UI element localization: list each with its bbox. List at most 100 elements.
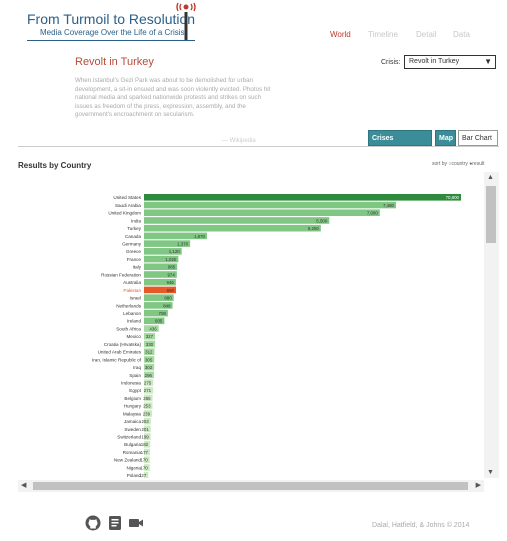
bar-france[interactable] (144, 255, 179, 263)
bar-ireland[interactable] (144, 317, 165, 325)
category-label: United Kingdom (108, 211, 141, 216)
bar-indonesia[interactable] (144, 379, 154, 386)
category-label: Turkey (127, 226, 142, 231)
category-label: Hungary (124, 404, 142, 409)
bar-lebanon[interactable] (144, 309, 168, 317)
bar-chart-button[interactable]: Bar Chart (458, 130, 498, 146)
bar-united-states[interactable] (144, 194, 461, 201)
bar-croatia-hrvatska-[interactable] (144, 340, 156, 348)
bar-romania[interactable] (144, 448, 150, 456)
bar-egypt[interactable] (144, 387, 154, 394)
bar-russian-federation[interactable] (144, 271, 177, 278)
category-label: Saudi Arabia (115, 203, 141, 208)
bar-iran-islamic-republic-of[interactable] (144, 356, 155, 363)
value-label: 302 (145, 365, 153, 370)
category-label: Sweden (124, 427, 141, 432)
category-label: Poland (127, 473, 142, 478)
crisis-selector-label: Crisis: (381, 59, 401, 66)
category-label: Russian Federation (101, 272, 141, 277)
value-label: 5,500 (316, 218, 328, 223)
value-label: 170 (140, 458, 148, 463)
category-label: Israel (130, 296, 141, 301)
crises-compared-button[interactable]: Crises Compared (368, 130, 432, 158)
value-label: 848 (163, 303, 171, 308)
video-camera-icon[interactable] (128, 515, 144, 531)
nav-world[interactable]: World (330, 30, 351, 39)
bar-italy[interactable] (144, 263, 178, 271)
value-label: 880 (164, 296, 172, 301)
bar-united-kingdom[interactable] (144, 209, 380, 217)
category-label: Malaysia (123, 411, 142, 416)
nav-detail[interactable]: Detail (416, 30, 437, 39)
scroll-down-icon[interactable]: ▼ (487, 469, 494, 476)
value-label: 327 (146, 334, 154, 339)
map-button[interactable]: Map (435, 130, 456, 146)
bar-nigeria[interactable] (144, 464, 150, 471)
bar-netherlands[interactable] (144, 302, 173, 309)
category-label: Australia (123, 280, 141, 285)
bar-israel[interactable] (144, 294, 174, 301)
hscroll-thumb[interactable] (33, 482, 468, 490)
broadcast-logo-icon (176, 2, 196, 40)
bar-greece[interactable] (144, 248, 182, 255)
category-label: Romania (123, 450, 142, 455)
bar-turkey[interactable] (144, 224, 321, 232)
crisis-select-value: Revolt in Turkey (409, 58, 460, 65)
github-icon[interactable] (85, 515, 101, 531)
category-label: Bulgaria (124, 442, 141, 447)
bar-switzerland[interactable] (144, 433, 151, 440)
bar-pakistan[interactable] (144, 286, 177, 294)
bar-united-arab-emirates[interactable] (144, 348, 155, 355)
sort-label: sort by (432, 161, 448, 167)
category-label: Belgium (124, 396, 141, 401)
scroll-up-icon[interactable]: ▲ (487, 174, 494, 181)
footer-credit: Dalal, Hatfield, & Johns © 2014 (372, 522, 470, 529)
bar-india[interactable] (144, 217, 330, 224)
results-heading: Results by Country (18, 161, 92, 170)
value-label: 1,870 (194, 234, 206, 239)
sort-result-radio[interactable]: ● (469, 161, 473, 167)
crisis-description: When Istanbul's Gezi Park was about to b… (75, 77, 271, 119)
nav-data[interactable]: Data (453, 30, 470, 39)
sort-country-label: country (451, 161, 468, 167)
nav-timeline[interactable]: Timeline (368, 30, 398, 39)
bar-south-africa[interactable] (144, 325, 159, 332)
bar-saudi-arabia[interactable] (144, 201, 396, 209)
bar-belgium[interactable] (144, 394, 153, 402)
vertical-scrollbar[interactable]: ▲ ▼ (484, 172, 499, 478)
value-label: 708 (159, 311, 167, 316)
bar-new-zealand[interactable] (144, 456, 150, 464)
dropdown-arrow-icon: ▼ (484, 57, 492, 66)
horizontal-scrollbar[interactable]: ◀ ▶ (18, 480, 484, 492)
bar-jamaica[interactable] (144, 417, 151, 425)
bar-bulgaria[interactable] (144, 441, 151, 448)
value-label: 253 (143, 404, 151, 409)
bar-spain[interactable] (144, 371, 154, 379)
crisis-select[interactable]: Revolt in Turkey ▼ (404, 55, 496, 69)
category-label: Indonesia (121, 380, 141, 385)
category-label: Iraq (133, 365, 141, 370)
bar-malaysia[interactable] (144, 410, 153, 417)
bar-hungary[interactable] (144, 402, 153, 410)
category-label: Switzerland (117, 435, 141, 440)
scroll-thumb[interactable] (486, 186, 496, 243)
bar-sweden[interactable] (144, 425, 151, 433)
value-label: 170 (140, 465, 148, 470)
sort-country-radio[interactable]: ○ (448, 161, 452, 167)
category-label: Spain (129, 373, 141, 378)
scroll-right-icon[interactable]: ▶ (475, 482, 481, 489)
bar-canada[interactable] (144, 232, 207, 240)
value-label: 177 (141, 450, 149, 455)
bar-germany[interactable] (144, 240, 191, 247)
value-label: 127 (139, 473, 147, 478)
category-label: Jamaica (124, 419, 142, 424)
bar-poland[interactable] (144, 471, 149, 478)
document-icon[interactable] (107, 515, 123, 531)
value-label: 5,250 (308, 226, 320, 231)
bar-mexico[interactable] (144, 332, 156, 340)
scroll-left-icon[interactable]: ◀ (21, 482, 27, 489)
category-label: Canada (125, 234, 142, 239)
bar-iraq[interactable] (144, 363, 155, 371)
bar-australia[interactable] (144, 278, 176, 286)
value-label: 239 (143, 411, 151, 416)
